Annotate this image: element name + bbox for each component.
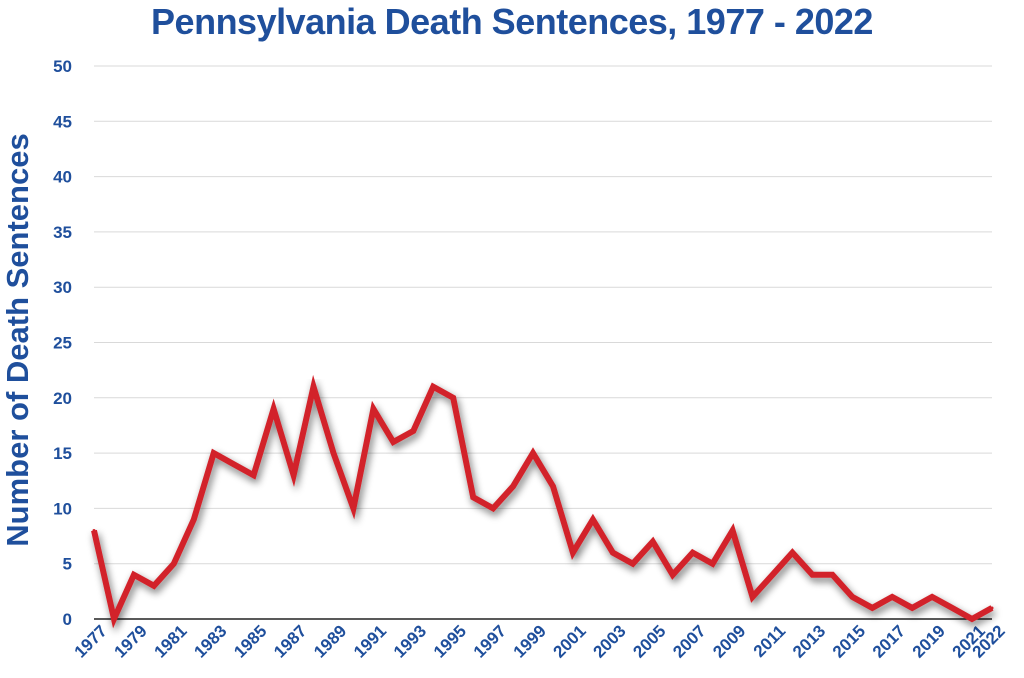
x-tick-label: 2003 [589,621,629,661]
data-point-1980 [152,584,156,588]
data-point-1991 [371,407,375,411]
data-point-1996 [471,495,475,499]
data-point-1988 [312,385,316,389]
data-point-2022 [990,606,994,610]
data-point-2009 [731,529,735,533]
x-tick-label: 2013 [789,621,829,661]
x-axis: 1977 1979 1981 1983 1985 1987 1989 1991 1993 1995… [71,621,1009,661]
data-point-2018 [910,606,914,610]
x-tick-label: 1989 [310,621,350,661]
data-point-1989 [331,451,335,455]
y-tick-label: 40 [53,168,72,187]
x-tick-label: 2001 [550,621,590,661]
data-point-2003 [611,551,615,555]
x-tick-label: 2015 [829,621,869,661]
x-tick-label: 1985 [230,621,270,661]
data-point-2011 [770,573,774,577]
y-tick-label: 25 [53,334,72,353]
data-point-2019 [930,595,934,599]
x-tick-label: 1977 [71,621,111,661]
data-point-2000 [551,484,555,488]
y-tick-label: 10 [53,499,72,518]
x-tick-label: 2011 [750,621,790,661]
x-tick-label: 1995 [430,621,470,661]
x-tick-label: 2005 [629,621,669,661]
x-tick-label: 1979 [111,621,151,661]
y-axis: 0 5 10 15 20 25 30 35 40 45 50 [53,57,72,629]
y-tick-label: 45 [53,112,72,131]
data-point-1984 [232,462,236,466]
data-point-1992 [391,440,395,444]
x-tick-label: 1981 [150,621,190,661]
data-point-1997 [491,506,495,510]
y-tick-label: 0 [63,610,72,629]
x-tick-label: 1987 [270,621,310,661]
data-point-2001 [571,551,575,555]
data-point-1978 [112,617,116,621]
data-point-2014 [830,573,834,577]
data-point-1994 [431,385,435,389]
y-axis-label: Number of Death Sentences [0,133,35,546]
data-point-2010 [751,595,755,599]
x-tick-label: 2009 [709,621,749,661]
data-point-1987 [292,473,296,477]
data-point-1985 [252,473,256,477]
x-tick-label: 1983 [190,621,230,661]
x-tick-label: 2019 [909,621,949,661]
y-tick-label: 20 [53,389,72,408]
data-point-1993 [411,429,415,433]
y-tick-label: 5 [63,555,72,574]
x-tick-label: 2007 [669,621,709,661]
y-tick-label: 15 [53,444,72,463]
y-tick-label: 30 [53,278,72,297]
y-tick-label: 50 [53,57,72,76]
data-point-1983 [212,451,216,455]
data-point-2013 [810,573,814,577]
gridlines [94,65,992,620]
data-point-1990 [351,506,355,510]
data-point-2020 [950,606,954,610]
data-point-2006 [671,573,675,577]
chart-title: Pennsylvania Death Sentences, 1977 - 202… [151,1,873,42]
x-tick-label: 1991 [350,621,390,661]
series-death-sentences [91,374,994,629]
y-tick-label: 35 [53,223,72,242]
data-point-1977 [92,529,96,533]
data-point-2005 [651,540,655,544]
data-point-2002 [591,517,595,521]
data-point-2016 [870,606,874,610]
data-point-2017 [890,595,894,599]
x-tick-label: 1997 [470,621,510,661]
data-point-2004 [631,562,635,566]
x-tick-label: 1993 [390,621,430,661]
data-point-2007 [691,551,695,555]
data-point-1998 [511,484,515,488]
data-point-1999 [531,451,535,455]
data-point-1982 [192,517,196,521]
x-tick-label: 1999 [510,621,550,661]
data-point-1995 [451,396,455,400]
data-point-2012 [790,551,794,555]
data-point-1986 [272,407,276,411]
x-tick-label: 2017 [869,621,909,661]
data-point-2015 [850,595,854,599]
data-point-1979 [132,573,136,577]
data-point-1981 [172,562,176,566]
data-point-2021 [970,617,974,621]
series-line [91,374,994,629]
data-point-2008 [711,562,715,566]
